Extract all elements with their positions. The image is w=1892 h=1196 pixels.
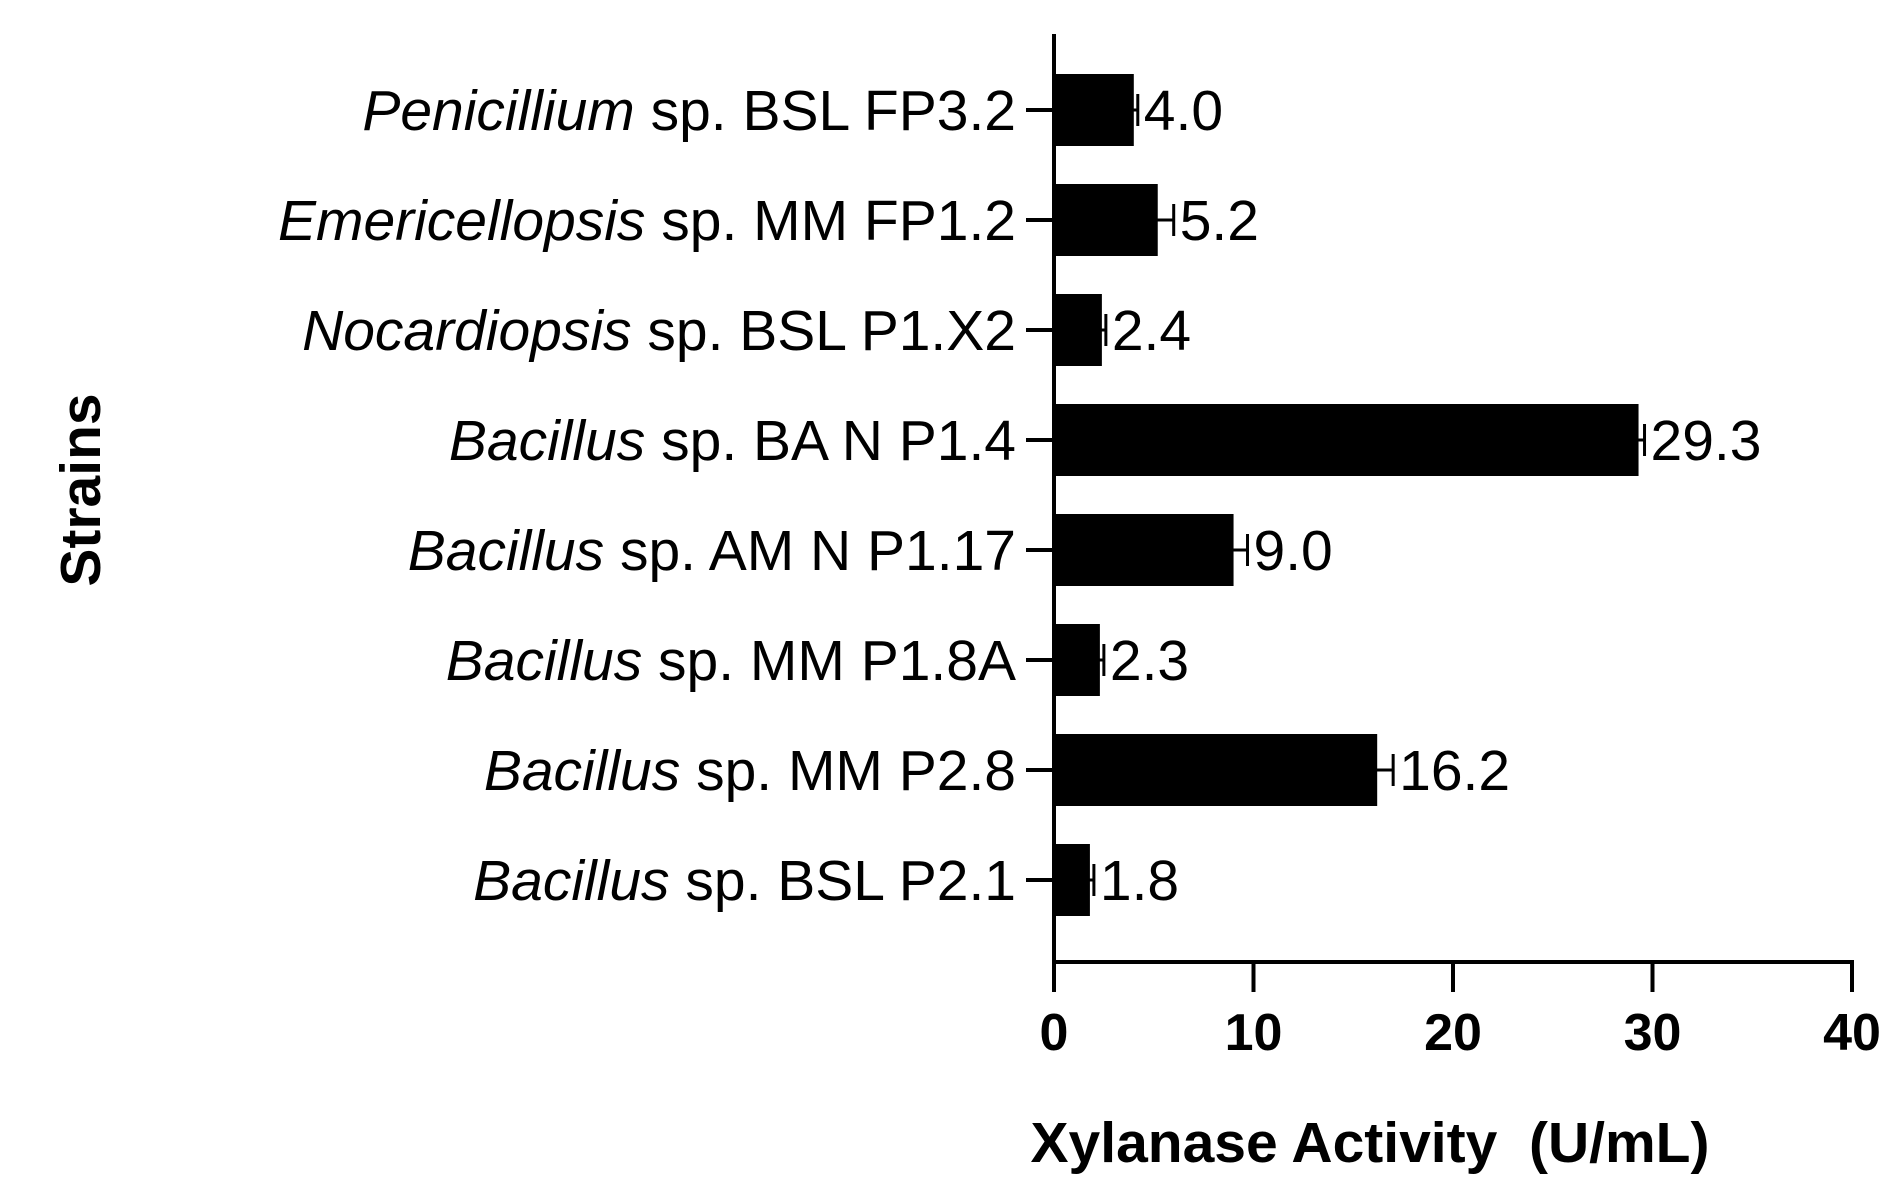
value-label: 1.8 bbox=[1100, 849, 1179, 913]
value-label: 2.3 bbox=[1110, 629, 1189, 693]
category-label: Emericellopsis sp. MM FP1.2 bbox=[278, 189, 1016, 253]
bar bbox=[1054, 404, 1639, 476]
category-label: Bacillus sp. MM P2.8 bbox=[484, 739, 1016, 803]
value-label: 29.3 bbox=[1651, 409, 1762, 473]
category-rest: sp. AM N P1.17 bbox=[604, 519, 1016, 583]
axes: 0 10 20 30 40 bbox=[1026, 34, 1881, 1062]
category-genus: Penicillium bbox=[362, 79, 634, 143]
value-label: 5.2 bbox=[1180, 189, 1259, 253]
value-label: 4.0 bbox=[1144, 79, 1223, 143]
category-rest: sp. MM FP1.2 bbox=[645, 189, 1016, 253]
error-bar bbox=[1361, 754, 1395, 786]
error-bar bbox=[1129, 94, 1140, 126]
category-genus: Bacillus bbox=[484, 739, 680, 803]
category-label: Bacillus sp. AM N P1.17 bbox=[408, 519, 1016, 583]
bar bbox=[1054, 294, 1102, 366]
category-rest: sp. BSL P2.1 bbox=[670, 849, 1016, 913]
category-rest: sp. MM P1.8A bbox=[642, 629, 1016, 693]
x-tick-label: 40 bbox=[1823, 1004, 1881, 1062]
category-label: Penicillium sp. BSL FP3.2 bbox=[362, 79, 1016, 143]
error-bar bbox=[1141, 204, 1176, 236]
category-genus: Emericellopsis bbox=[278, 189, 645, 253]
error-bar bbox=[1632, 424, 1647, 456]
category-genus: Bacillus bbox=[446, 629, 642, 693]
bar bbox=[1054, 184, 1158, 256]
x-tick-label: 0 bbox=[1040, 1004, 1069, 1062]
category-genus: Bacillus bbox=[408, 519, 604, 583]
category-rest: sp. BA N P1.4 bbox=[645, 409, 1016, 473]
error-bar bbox=[1085, 864, 1096, 896]
category-genus: Nocardiopsis bbox=[302, 299, 631, 363]
category-rest: sp. MM P2.8 bbox=[680, 739, 1016, 803]
bar bbox=[1054, 514, 1234, 586]
category-label: Bacillus sp. BSL P2.1 bbox=[473, 849, 1016, 913]
category-label: Nocardiopsis sp. BSL P1.X2 bbox=[302, 299, 1016, 363]
category-labels: Penicillium sp. BSL FP3.2 Emericellopsis … bbox=[278, 79, 1016, 913]
category-genus: Bacillus bbox=[449, 409, 645, 473]
value-label: 16.2 bbox=[1399, 739, 1510, 803]
x-tick-label: 20 bbox=[1424, 1004, 1482, 1062]
error-bar bbox=[1219, 534, 1250, 566]
error-bar bbox=[1095, 644, 1106, 676]
x-axis-title: Xylanase Activity (U/mL) bbox=[1031, 1111, 1710, 1175]
error-bar bbox=[1097, 314, 1108, 346]
value-label: 9.0 bbox=[1254, 519, 1333, 583]
bar bbox=[1054, 74, 1134, 146]
y-axis-title: Strains bbox=[49, 393, 113, 586]
bars-layer: 4.0 5.2 2.4 29.3 9.0 2.3 16.2 1.8 bbox=[1054, 74, 1761, 916]
value-label: 2.4 bbox=[1112, 299, 1191, 363]
bar bbox=[1054, 844, 1090, 916]
category-label: Bacillus sp. BA N P1.4 bbox=[449, 409, 1016, 473]
x-tick-label: 30 bbox=[1624, 1004, 1682, 1062]
category-genus: Bacillus bbox=[473, 849, 669, 913]
category-rest: sp. BSL FP3.2 bbox=[635, 79, 1016, 143]
category-label: Bacillus sp. MM P1.8A bbox=[446, 629, 1016, 693]
x-tick-label: 10 bbox=[1225, 1004, 1283, 1062]
category-rest: sp. BSL P1.X2 bbox=[632, 299, 1016, 363]
bar bbox=[1054, 624, 1100, 696]
bar bbox=[1054, 734, 1378, 806]
